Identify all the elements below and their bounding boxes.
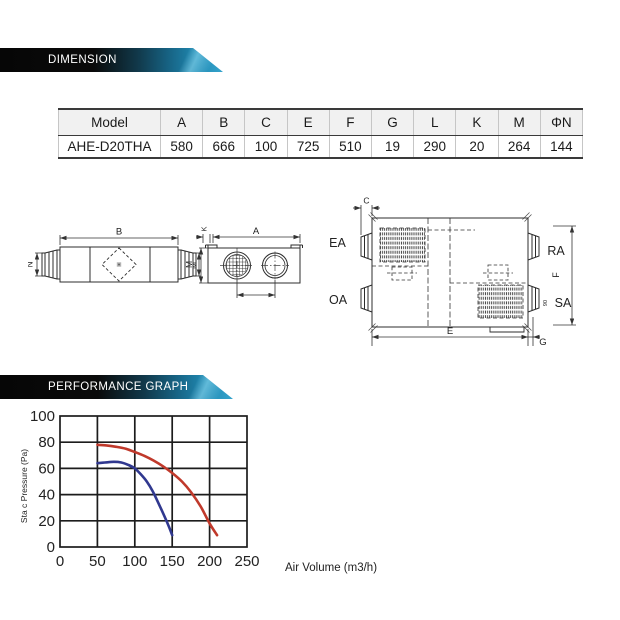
table-header-cell: ΦN	[539, 109, 584, 136]
end-view-right-port	[261, 251, 289, 280]
dim-label-c: C	[363, 196, 369, 206]
table-header-row: Model A B C E F G L K M ΦN	[58, 109, 584, 136]
table-header-cell: K	[455, 109, 499, 136]
table-cell: 290	[413, 135, 457, 158]
dim-label-f: F	[551, 272, 561, 278]
table-cell: 725	[286, 135, 330, 158]
side-view-body	[59, 246, 179, 283]
x-tick-label: 150	[160, 553, 185, 570]
side-view-left-duct	[41, 249, 60, 280]
table-header-cell: B	[202, 109, 246, 136]
x-axis-label: Air Volume (m3/h)	[285, 562, 377, 574]
performance-section-title: PERFORMANCE GRAPH	[48, 381, 189, 393]
table-header-cell: A	[159, 109, 204, 136]
port-label-sa: SA	[555, 296, 572, 310]
y-axis-label: Sta c Pressure (Pa)	[19, 449, 29, 523]
port-label-oa: OA	[329, 293, 348, 307]
performance-section-banner: PERFORMANCE GRAPH	[0, 375, 233, 399]
y-tick-label: 80	[38, 434, 55, 451]
y-tick-label: 100	[30, 408, 55, 425]
performance-chart: 0 50 100 150 200 250 0 20 40 60 80 100 Air Volume (m…	[19, 408, 377, 574]
table-cell: 20	[455, 135, 499, 158]
dim-label-g: G	[539, 337, 546, 348]
table-header-cell: E	[286, 109, 330, 136]
table-header-cell: M	[497, 109, 541, 136]
dim-label-m: M	[193, 262, 199, 269]
dim-label-k: K	[200, 226, 209, 231]
side-view-right-duct	[178, 249, 197, 280]
dim-label-n: N	[28, 261, 35, 267]
y-tick-label: 40	[38, 487, 55, 504]
end-view-drawing: A K M	[193, 226, 303, 298]
table-header-cell: Model	[58, 109, 161, 136]
curve-red-high-speed	[96, 443, 219, 537]
end-view-left-port	[220, 248, 254, 283]
table-header-cell: C	[244, 109, 288, 136]
y-tick-label: 60	[38, 460, 55, 477]
x-tick-label: 200	[197, 553, 222, 570]
dim-label-b: B	[116, 227, 122, 238]
top-view-internals	[372, 218, 528, 327]
curve-blue-low-speed	[96, 460, 174, 537]
port-label-ra: RA	[547, 244, 565, 258]
note-label-90: 90	[543, 300, 549, 306]
table-cell: 580	[159, 135, 204, 158]
x-tick-label: 0	[56, 553, 64, 570]
y-tick-label: 0	[47, 539, 55, 556]
x-tick-label: 100	[122, 553, 147, 570]
x-tick-label: 250	[234, 553, 259, 570]
end-view-dimensions	[196, 234, 301, 298]
dimension-section-title: DIMENSION	[48, 54, 117, 66]
table-cell: 264	[497, 135, 541, 158]
table-row: AHE-D20THA 580 666 100 725 510 19 290 20…	[58, 135, 584, 158]
table-cell: 510	[328, 135, 372, 158]
table-header-cell: L	[413, 109, 457, 136]
y-tick-label: 20	[38, 513, 55, 530]
table-cell: 19	[370, 135, 415, 158]
table-cell: 666	[202, 135, 246, 158]
dim-label-a: A	[253, 226, 260, 237]
table-cell: 144	[539, 135, 584, 158]
end-view-body	[205, 244, 303, 284]
dim-label-m: M	[184, 261, 194, 268]
side-view-drawing: B N M	[28, 227, 202, 283]
top-view-ducts	[360, 232, 540, 313]
dim-label-e: E	[447, 326, 453, 337]
plot-border	[59, 415, 248, 548]
table-header-cell: F	[328, 109, 372, 136]
top-view-drawing: C E G F EA OA RA SA 90	[329, 196, 576, 348]
top-view-dimensions	[353, 205, 576, 346]
table-cell: 100	[244, 135, 288, 158]
dimension-table: Model A B C E F G L K M ΦN AHE-D20THA 58…	[58, 108, 584, 159]
port-label-ea: EA	[329, 236, 346, 250]
model-cell: AHE-D20THA	[58, 135, 161, 158]
dimension-section-banner: DIMENSION	[0, 48, 223, 72]
x-tick-label: 50	[89, 553, 106, 570]
table-header-cell: G	[370, 109, 415, 136]
